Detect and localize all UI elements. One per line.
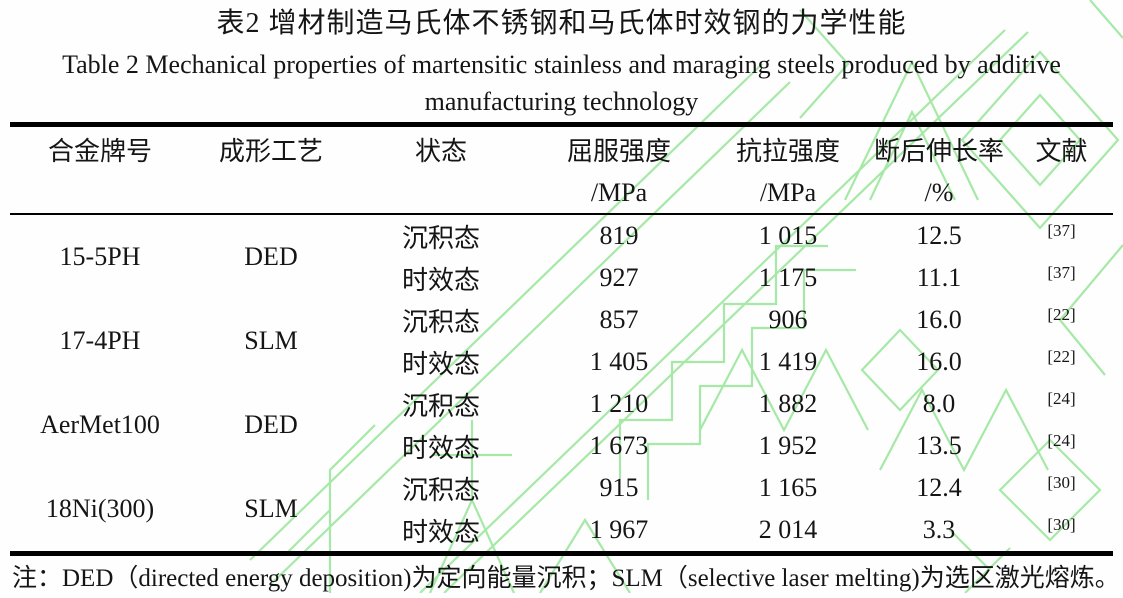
process-cell: SLM	[244, 326, 298, 355]
tensile-strength-cell: 1 165	[758, 473, 818, 502]
state-cell: 时效态	[401, 517, 480, 547]
col-header-yield-strength: 屈服强度 /MPa	[530, 124, 708, 215]
alloy-cell: AerMet100	[40, 410, 160, 439]
alloy-cell: 15-5PH	[59, 242, 141, 271]
yield-strength-cell: 1 405	[589, 347, 649, 376]
col-header-process: 成形工艺	[190, 124, 352, 215]
mechanical-properties-table: 合金牌号 成形工艺 状态 屈服强度 /MPa 抗拉强度 /MPa	[10, 122, 1113, 556]
table-title-chinese: 表2 增材制造马氏体不锈钢和马氏体时效钢的力学性能	[216, 8, 907, 39]
reference-cell: [37]	[1010, 257, 1113, 299]
reference-number: [37]	[1047, 263, 1076, 282]
header-row: 合金牌号 成形工艺 状态 屈服强度 /MPa 抗拉强度 /MPa	[10, 124, 1113, 215]
table-caption: 表2 增材制造马氏体不锈钢和马氏体时效钢的力学性能 Table 2 Mechan…	[0, 0, 1123, 122]
reference-number: [37]	[1047, 221, 1076, 240]
yield-strength-cell: 819	[599, 221, 639, 250]
reference-cell: [30]	[1010, 509, 1113, 554]
state-cell: 沉积态	[401, 307, 480, 337]
reference-number: [22]	[1047, 305, 1076, 324]
reference-number: [30]	[1047, 515, 1076, 534]
table-row: 17-4PH SLM 沉积态 857 906 16.0 [22]	[10, 299, 1113, 355]
alloy-cell: 17-4PH	[59, 326, 141, 355]
yield-strength-cell: 1 967	[589, 515, 649, 544]
alloy-cell: 18Ni(300)	[45, 494, 155, 523]
table-row: 18Ni(300) SLM 沉积态 915 1 165 12.4 [30]	[10, 467, 1113, 523]
elongation-cell: 16.0	[916, 305, 962, 334]
table-row: 15-5PH DED 沉积态 819 1 015 12.5 [37]	[10, 214, 1113, 271]
reference-cell: [30]	[1010, 467, 1113, 509]
yield-strength-cell: 1 673	[589, 431, 649, 460]
col-header-reference: 文献	[1010, 124, 1113, 215]
reference-number: [24]	[1047, 389, 1076, 408]
tensile-strength-cell: 1 952	[758, 431, 818, 460]
state-cell: 沉积态	[401, 475, 480, 505]
col-header-state: 状态	[352, 124, 530, 215]
col-header-alloy: 合金牌号	[10, 124, 190, 215]
state-cell: 沉积态	[401, 223, 480, 253]
tensile-strength-cell: 1 419	[758, 347, 818, 376]
tensile-strength-cell: 906	[768, 305, 808, 334]
reference-cell: [22]	[1010, 341, 1113, 383]
elongation-cell: 12.5	[916, 221, 962, 250]
reference-cell: [22]	[1010, 299, 1113, 341]
tensile-strength-cell: 1 175	[758, 263, 818, 292]
reference-cell: [24]	[1010, 383, 1113, 425]
elongation-cell: 8.0	[922, 389, 956, 418]
state-cell: 时效态	[401, 433, 480, 463]
table-row: AerMet100 DED 沉积态 1 210 1 882 8.0 [24]	[10, 383, 1113, 439]
table-header: 合金牌号 成形工艺 状态 屈服强度 /MPa 抗拉强度 /MPa	[10, 124, 1113, 215]
tensile-strength-cell: 2 014	[758, 515, 818, 544]
process-cell: DED	[244, 410, 298, 439]
elongation-cell: 12.4	[916, 473, 962, 502]
reference-number: [30]	[1047, 473, 1076, 492]
tensile-strength-cell: 1 882	[758, 389, 818, 418]
elongation-cell: 13.5	[916, 431, 962, 460]
table-title-english-line2: manufacturing technology	[424, 87, 699, 116]
elongation-cell: 11.1	[916, 263, 962, 292]
state-cell: 时效态	[401, 349, 480, 379]
reference-cell: [24]	[1010, 425, 1113, 467]
table-footnote: 注：DED（directed energy deposition)为定向能量沉积…	[12, 565, 1120, 592]
state-cell: 时效态	[401, 265, 480, 295]
process-cell: SLM	[244, 494, 298, 523]
yield-strength-cell: 927	[599, 263, 639, 292]
state-cell: 沉积态	[401, 391, 480, 421]
yield-strength-cell: 915	[599, 473, 639, 502]
reference-number: [24]	[1047, 431, 1076, 450]
col-header-tensile-strength: 抗拉强度 /MPa	[708, 124, 868, 215]
yield-strength-cell: 857	[599, 305, 639, 334]
reference-number: [22]	[1047, 347, 1076, 366]
table-body: 15-5PH DED 沉积态 819 1 015 12.5 [37] 时效态 927 1 175 1…	[10, 214, 1113, 554]
elongation-cell: 16.0	[916, 347, 962, 376]
process-cell: DED	[244, 242, 298, 271]
yield-strength-cell: 1 210	[589, 389, 649, 418]
table-title-english-line1: Table 2 Mechanical properties of martens…	[62, 50, 1061, 79]
tensile-strength-cell: 1 015	[758, 221, 818, 250]
elongation-cell: 3.3	[922, 515, 956, 544]
reference-cell: [37]	[1010, 214, 1113, 257]
col-header-elongation: 断后伸长率 /%	[868, 124, 1010, 215]
